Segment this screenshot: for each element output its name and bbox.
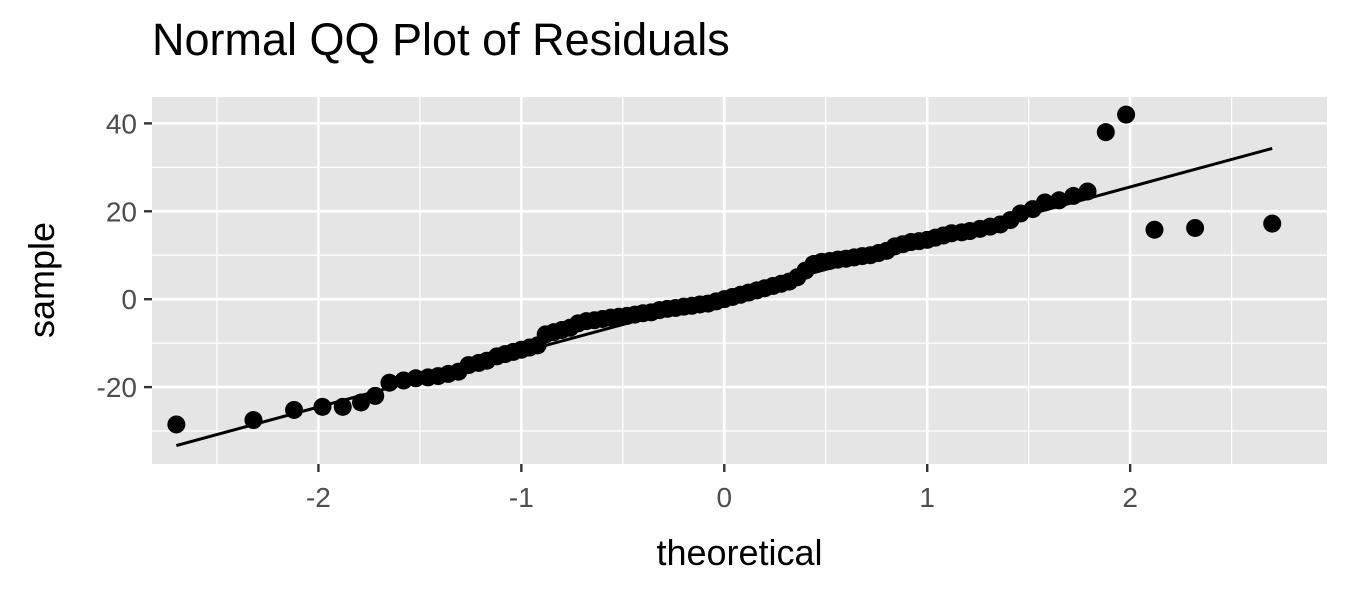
x-tick-label: 1 bbox=[919, 482, 935, 513]
data-point bbox=[352, 393, 371, 412]
y-tick-label: 0 bbox=[121, 284, 137, 315]
data-point bbox=[1263, 214, 1282, 233]
data-point bbox=[313, 397, 332, 416]
data-point bbox=[380, 373, 399, 392]
y-tick-label: -20 bbox=[97, 372, 137, 403]
y-tick-label: 20 bbox=[106, 196, 137, 227]
data-point bbox=[1078, 182, 1097, 201]
data-point bbox=[1117, 105, 1136, 124]
x-axis: -2 -1 0 1 2 bbox=[306, 464, 1138, 513]
x-axis-title: theoretical bbox=[656, 532, 822, 573]
y-axis-title: sample bbox=[21, 222, 62, 338]
y-tick-label: 40 bbox=[106, 108, 137, 139]
y-axis: -20 0 20 40 bbox=[97, 108, 152, 403]
data-point bbox=[1050, 191, 1069, 210]
data-points bbox=[167, 105, 1282, 434]
data-point bbox=[1186, 218, 1205, 237]
data-point bbox=[1096, 123, 1115, 142]
x-tick-label: 0 bbox=[716, 482, 732, 513]
chart-title: Normal QQ Plot of Residuals bbox=[152, 14, 730, 65]
data-point bbox=[285, 400, 304, 419]
data-point bbox=[1145, 220, 1164, 239]
x-tick-label: -1 bbox=[509, 482, 534, 513]
data-point bbox=[333, 397, 352, 416]
x-tick-label: -2 bbox=[306, 482, 331, 513]
data-point bbox=[1035, 193, 1054, 212]
data-point bbox=[167, 415, 186, 434]
x-tick-label: 2 bbox=[1122, 482, 1138, 513]
data-point bbox=[244, 411, 263, 430]
data-point bbox=[366, 386, 385, 405]
major-gridlines bbox=[152, 97, 1327, 464]
data-point bbox=[1064, 186, 1083, 205]
